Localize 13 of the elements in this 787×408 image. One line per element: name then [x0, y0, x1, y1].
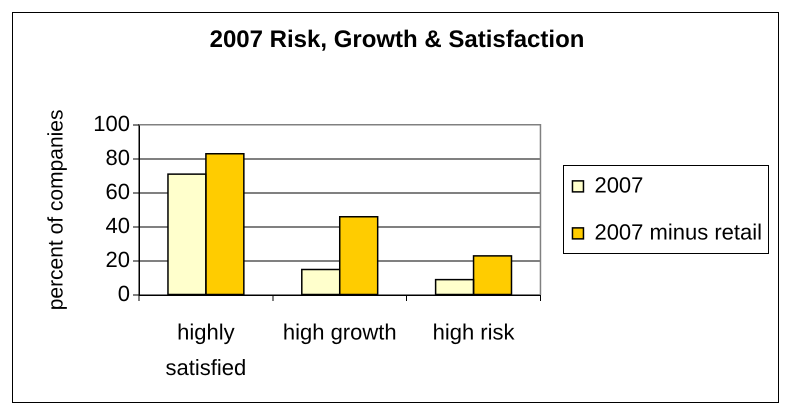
x-tick-label: high growth	[282, 320, 397, 345]
legend-label: 2007 minus retail	[594, 219, 762, 244]
y-tick-label: 40	[106, 212, 130, 238]
legend-label: 2007	[594, 172, 644, 198]
x-tick-label: highly satisfied	[166, 320, 246, 380]
y-tick-label: 100	[93, 110, 130, 136]
y-tick-label: 20	[106, 247, 130, 272]
y-tick-label: 80	[106, 144, 130, 170]
y-axis-title: percent of companies	[44, 110, 68, 310]
x-tick-label: high risk	[432, 320, 516, 345]
y-tick-label: 60	[106, 178, 130, 204]
chart-title: 2007 Risk, Growth & Satisfaction	[210, 26, 584, 54]
y-tick-label: 0	[118, 281, 130, 306]
